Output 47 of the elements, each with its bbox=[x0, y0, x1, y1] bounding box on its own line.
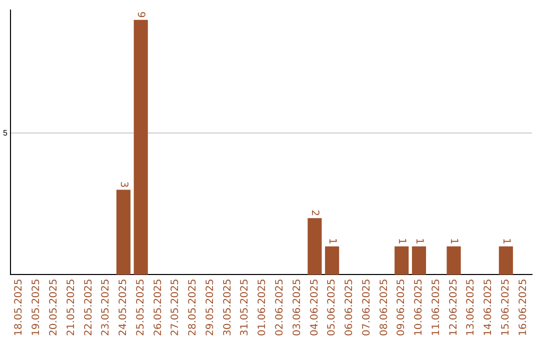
data-label: 1 bbox=[448, 238, 460, 244]
bar bbox=[325, 246, 340, 275]
x-tick-label: 23.05.2025 bbox=[100, 278, 112, 336]
data-label: 1 bbox=[413, 238, 424, 244]
bar bbox=[446, 246, 461, 275]
data-label: 1 bbox=[396, 238, 408, 244]
y-tick-label: 5 bbox=[2, 128, 8, 138]
x-tick-label: 14.06.2025 bbox=[483, 278, 494, 336]
x-tick-label: 19.05.2025 bbox=[31, 278, 42, 336]
x-tick-label: 05.06.2025 bbox=[326, 278, 338, 336]
x-tick-label: 28.05.2025 bbox=[188, 278, 199, 336]
bar bbox=[116, 190, 130, 275]
bar bbox=[134, 20, 148, 275]
x-tick-label: 11.06.2025 bbox=[430, 278, 442, 336]
x-tick-label: 24.05.2025 bbox=[118, 278, 130, 336]
x-tick-label: 27.05.2025 bbox=[170, 278, 182, 336]
x-tick-label: 04.06.2025 bbox=[309, 278, 320, 336]
x-tick-label: 31.05.2025 bbox=[240, 278, 251, 336]
bar bbox=[394, 246, 409, 275]
x-tick-label: 08.06.2025 bbox=[378, 278, 390, 336]
x-tick-label: 01.06.2025 bbox=[257, 278, 268, 336]
x-tick-label: 26.05.2025 bbox=[152, 278, 164, 336]
data-label: 2 bbox=[309, 210, 320, 216]
x-tick-label: 12.06.2025 bbox=[448, 278, 460, 336]
x-tick-label: 06.06.2025 bbox=[344, 278, 356, 336]
x-tick-label: 21.05.2025 bbox=[66, 278, 77, 336]
x-tick-label: 25.05.2025 bbox=[135, 278, 146, 336]
bar bbox=[412, 246, 426, 275]
x-tick-label: 10.06.2025 bbox=[414, 278, 425, 336]
bar bbox=[498, 246, 513, 275]
x-tick-label: 07.06.2025 bbox=[361, 278, 372, 336]
x-tick-label: 03.06.2025 bbox=[292, 278, 303, 336]
data-label: 3 bbox=[118, 181, 129, 188]
data-label: 1 bbox=[500, 238, 512, 244]
x-tick-label: 02.06.2025 bbox=[274, 278, 286, 336]
x-tick-label: 29.05.2025 bbox=[204, 278, 216, 336]
bar bbox=[308, 218, 322, 275]
x-tick-label: 16.06.2025 bbox=[518, 278, 529, 336]
data-label: 9 bbox=[135, 12, 146, 18]
x-tick-label: 09.06.2025 bbox=[396, 278, 408, 336]
x-tick-label: 13.06.2025 bbox=[466, 278, 477, 336]
x-tick-label: 18.05.2025 bbox=[14, 278, 25, 336]
x-tick-label: 22.05.2025 bbox=[83, 278, 94, 336]
x-tick-label: 30.05.2025 bbox=[222, 278, 234, 336]
x-tick-label: 15.06.2025 bbox=[500, 278, 512, 336]
data-label: 1 bbox=[326, 238, 338, 244]
x-tick-label: 20.05.2025 bbox=[48, 278, 60, 336]
